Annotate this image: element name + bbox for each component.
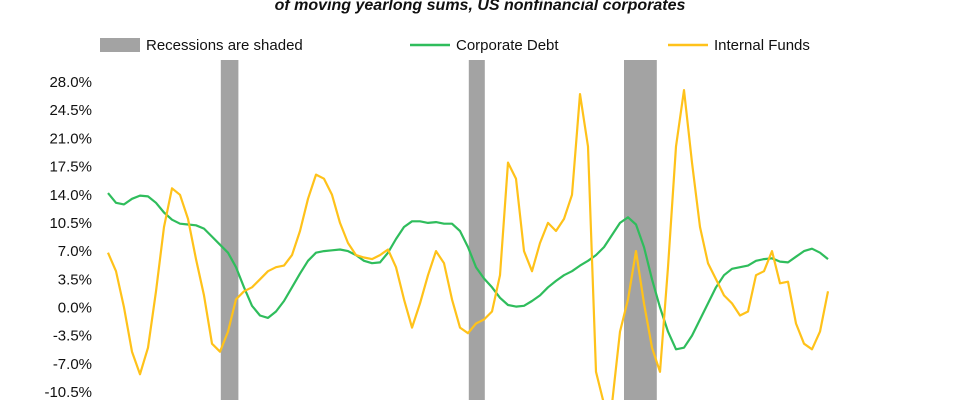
plot-area — [106, 60, 830, 400]
y-tick-label: -7.0% — [53, 356, 92, 373]
y-tick-label: 21.0% — [49, 130, 92, 147]
y-tick-label: 3.5% — [58, 271, 92, 288]
y-tick-label: 7.0% — [58, 243, 92, 260]
line — [107, 192, 829, 351]
legend-swatch — [100, 38, 140, 52]
legend-label: Internal Funds — [714, 37, 810, 54]
legend-label: Corporate Debt — [456, 37, 559, 54]
y-tick-label: 28.0% — [49, 74, 92, 91]
y-tick-label: 10.5% — [49, 215, 92, 232]
y-tick-label: 17.5% — [49, 159, 92, 176]
y-tick-label: 0.0% — [58, 299, 92, 316]
y-tick-label: -10.5% — [44, 384, 92, 400]
legend-label: Recessions are shaded — [146, 37, 303, 54]
y-tick-label: 24.5% — [49, 102, 92, 119]
legend: Recessions are shaded Corporate Debt Inter… — [100, 37, 810, 54]
y-tick-label: -3.5% — [53, 328, 92, 345]
line — [106, 89, 830, 400]
recession-band — [220, 60, 239, 400]
chart-title: of moving yearlong sums, US nonfinancial… — [275, 0, 686, 14]
recession-band — [468, 60, 485, 400]
y-tick-label: 14.0% — [49, 187, 92, 204]
